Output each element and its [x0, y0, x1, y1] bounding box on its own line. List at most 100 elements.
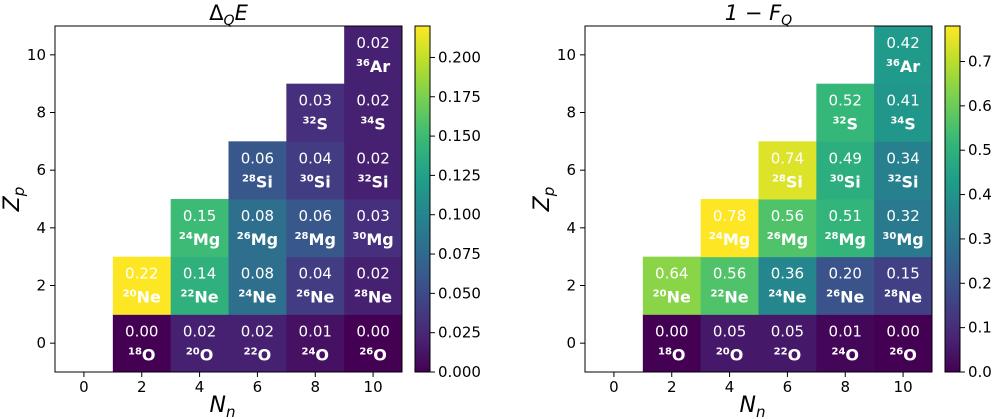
isotope-symbol: O: [258, 345, 272, 364]
isotope-symbol: Mg: [193, 230, 220, 249]
heatmap-cell: [758, 141, 817, 200]
isotope-symbol: Mg: [309, 230, 336, 249]
isotope-mass-number: 20: [653, 289, 667, 300]
y-tick-label: 6: [566, 161, 576, 179]
colorbar-tick-label: 0.1: [968, 319, 992, 337]
cell-value-label: 0.02: [356, 265, 389, 283]
isotope-mass-number: 26: [296, 289, 310, 300]
heatmap-cell: [170, 256, 229, 315]
cell-value-label: 0.41: [886, 92, 919, 110]
isotope-symbol: Si: [372, 172, 389, 191]
isotope-mass-number: 26: [889, 346, 903, 357]
cell-isotope-label: 28Mg: [295, 230, 336, 249]
cell-value-label: 0.00: [886, 322, 919, 340]
heatmap-cell: [700, 199, 759, 258]
isotope-symbol: Si: [902, 172, 919, 191]
heatmap-cell: [170, 199, 229, 258]
heatmap-cell: [816, 199, 875, 258]
colorbar-tick-label: 0.150: [438, 127, 481, 145]
cell-isotope-label: 28Si: [772, 172, 803, 191]
heatmap-cell: [874, 256, 933, 315]
panel-delta-q-e: 0.0018O0.0220O0.0222O0.0124O0.0026O0.222…: [0, 1, 481, 419]
cell-isotope-label: 30Si: [300, 172, 331, 191]
cell-value-label: 0.08: [241, 207, 274, 225]
isotope-symbol: Ne: [898, 288, 922, 307]
isotope-symbol: O: [903, 345, 917, 364]
heatmap-cell: [112, 256, 172, 315]
heatmap-cell: [228, 141, 287, 200]
isotope-mass-number: 24: [179, 231, 193, 242]
heatmap-cell: [344, 314, 403, 373]
colorbar-tick-label: 0.5: [968, 141, 992, 159]
isotope-mass-number: 24: [301, 346, 315, 357]
isotope-mass-number: 32: [358, 173, 372, 184]
isotope-mass-number: 28: [772, 173, 786, 184]
isotope-mass-number: 26: [767, 231, 781, 242]
heatmap-cell: [344, 26, 403, 85]
x-tick-label: 6: [253, 378, 263, 396]
cell-value-label: 0.00: [356, 322, 389, 340]
isotope-mass-number: 30: [830, 173, 844, 184]
y-axis-label: Zp: [530, 187, 558, 213]
cell-value-label: 0.49: [829, 149, 862, 167]
isotope-symbol: Ne: [252, 288, 276, 307]
cell-isotope-label: 34S: [890, 115, 915, 134]
heatmap-cell: [700, 256, 759, 315]
colorbar-tick-label: 0.4: [968, 186, 992, 204]
cell-isotope-label: 26Mg: [237, 230, 278, 249]
cell-isotope-label: 22Ne: [180, 288, 218, 307]
isotope-mass-number: 26: [826, 289, 840, 300]
cell-value-label: 0.56: [771, 207, 804, 225]
cell-value-label: 0.56: [713, 265, 746, 283]
chart-title: 1 − FQ: [725, 1, 792, 29]
isotope-mass-number: 30: [882, 231, 896, 242]
isotope-symbol: S: [846, 115, 858, 134]
cell-isotope-label: 32S: [303, 115, 328, 134]
cell-value-label: 0.51: [829, 207, 862, 225]
isotope-symbol: Ne: [194, 288, 218, 307]
chart-title: ΔQE: [209, 1, 248, 29]
cell-value-label: 0.74: [771, 149, 804, 167]
isotope-symbol: Mg: [251, 230, 278, 249]
cell-isotope-label: 20O: [186, 345, 214, 364]
isotope-symbol: O: [200, 345, 214, 364]
isotope-symbol: Ne: [782, 288, 806, 307]
isotope-mass-number: 22: [774, 346, 788, 357]
cell-value-label: 0.04: [299, 149, 332, 167]
heatmap-cell: [170, 314, 229, 373]
isotope-mass-number: 32: [888, 173, 902, 184]
cell-value-label: 0.42: [886, 34, 919, 52]
isotope-symbol: Mg: [366, 230, 393, 249]
isotope-mass-number: 28: [884, 289, 898, 300]
x-tick-label: 8: [310, 378, 320, 396]
cell-value-label: 0.02: [241, 322, 274, 340]
cell-value-label: 0.14: [183, 265, 216, 283]
x-axis-label: Nn: [740, 393, 766, 419]
cell-isotope-label: 24O: [301, 345, 329, 364]
colorbar-tick-label: 0.3: [968, 230, 992, 248]
heatmap-cell: [286, 141, 345, 200]
cell-isotope-label: 26O: [359, 345, 387, 364]
isotope-mass-number: 24: [768, 289, 782, 300]
heatmap-cells: 0.0018O0.0220O0.0222O0.0124O0.0026O0.222…: [112, 26, 403, 373]
heatmap-cell: [758, 256, 817, 315]
isotope-mass-number: 28: [354, 289, 368, 300]
colorbar-tick-label: 0.2: [968, 274, 992, 292]
colorbar-tick-label: 0.200: [438, 48, 481, 66]
cell-isotope-label: 18O: [658, 345, 686, 364]
isotope-mass-number: 22: [710, 289, 724, 300]
cell-value-label: 0.02: [356, 149, 389, 167]
isotope-mass-number: 34: [890, 116, 904, 127]
cell-value-label: 0.04: [299, 265, 332, 283]
isotope-symbol: Si: [256, 172, 273, 191]
cell-isotope-label: 30Mg: [352, 230, 393, 249]
x-tick-label: 10: [894, 378, 913, 396]
isotope-symbol: O: [788, 345, 802, 364]
x-tick-label: 4: [725, 378, 735, 396]
cell-value-label: 0.03: [356, 207, 389, 225]
y-tick-label: 8: [566, 104, 576, 122]
isotope-mass-number: 20: [186, 346, 200, 357]
isotope-symbol: Ne: [840, 288, 864, 307]
isotope-mass-number: 24: [238, 289, 252, 300]
